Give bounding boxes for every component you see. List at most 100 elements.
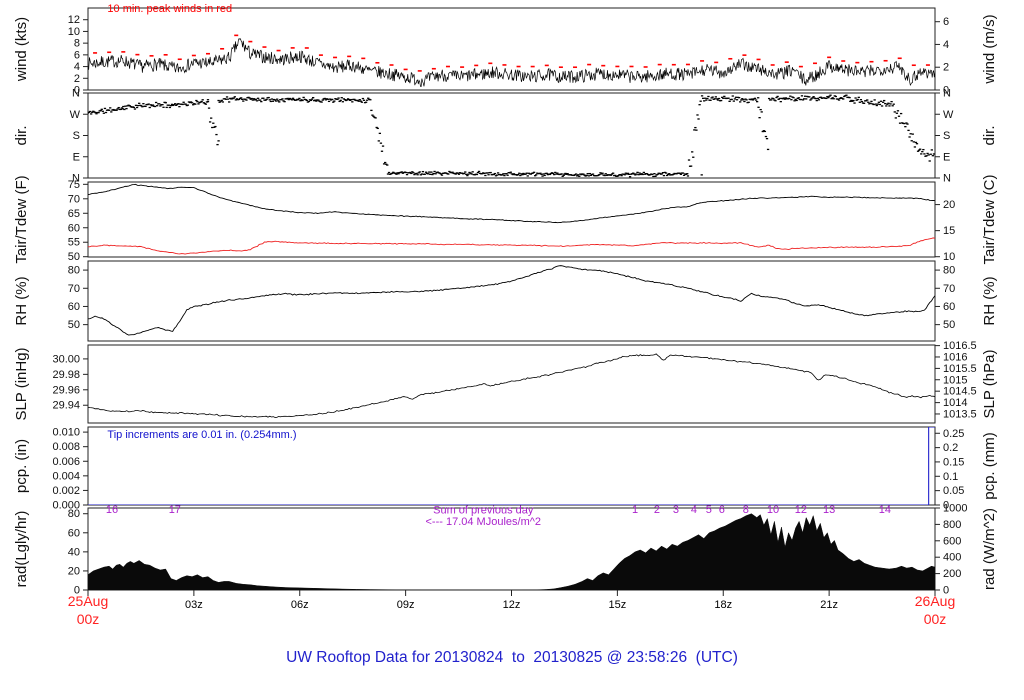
peak-wind-mark	[742, 54, 747, 56]
direction-dot	[789, 95, 792, 97]
direction-dot	[682, 174, 686, 176]
direction-dot	[432, 172, 435, 175]
direction-dot	[409, 171, 412, 174]
direction-dot	[189, 101, 193, 103]
direction-dot	[362, 99, 366, 101]
direction-dot	[750, 98, 753, 100]
direction-dot	[599, 172, 602, 174]
direction-dot	[637, 174, 640, 176]
annotation-precipitation-0: Tip increments are 0.01 in. (0.254mm.)	[107, 429, 296, 441]
direction-dot	[845, 94, 848, 96]
direction-dot	[862, 102, 866, 104]
direction-dot	[555, 173, 558, 175]
direction-dot	[816, 97, 819, 100]
direction-dot	[742, 99, 745, 101]
direction-dot	[304, 99, 307, 101]
direction-dot	[315, 100, 318, 102]
direction-dot	[556, 172, 559, 174]
direction-dot	[404, 171, 408, 174]
direction-dot	[281, 98, 284, 100]
cumulative-mjoules-label: 1	[632, 504, 638, 516]
panel-precipitation: 0.000 0.002 0.004 0.006 0.008 0.010 0 0.05 0.1 0.…	[13, 426, 998, 512]
direction-dot	[856, 98, 859, 101]
direction-dot	[353, 98, 356, 101]
direction-dot	[872, 103, 875, 106]
direction-dot	[310, 98, 314, 100]
direction-dot	[197, 103, 200, 105]
direction-dot	[719, 99, 723, 102]
direction-dot	[921, 151, 924, 153]
right-tick-label: S	[943, 130, 950, 142]
peak-wind-mark	[220, 47, 225, 50]
direction-dot	[440, 174, 444, 176]
direction-dot	[842, 98, 845, 100]
direction-dot	[369, 99, 372, 101]
right-tick-label: 0	[943, 85, 949, 97]
direction-dot	[119, 108, 122, 111]
right-axis-title-relative_humidity: RH (%)	[981, 276, 998, 325]
direction-dot	[386, 173, 390, 175]
direction-dot	[338, 100, 341, 103]
x-axis: 03z 06z 09z 12z 15z 18z 21z 25Aug 00z 26Aug 00z	[68, 590, 955, 627]
direction-dot	[661, 172, 665, 174]
direction-dot	[776, 95, 779, 98]
direction-dot	[587, 175, 590, 177]
peak-wind-mark	[347, 55, 352, 58]
direction-dot	[506, 174, 509, 176]
series-layer-precipitation	[88, 427, 935, 505]
cumulative-mjoules-label: 8	[743, 504, 749, 516]
direction-dot	[554, 171, 557, 174]
direction-dot	[519, 174, 522, 177]
left-tick-label: 8	[74, 38, 80, 50]
direction-dot	[448, 170, 451, 173]
direction-dot	[95, 113, 98, 115]
direction-dot	[196, 101, 199, 103]
direction-dot	[400, 171, 403, 173]
direction-dot	[379, 142, 383, 144]
direction-dot	[777, 98, 780, 101]
direction-dot	[278, 101, 281, 103]
direction-dot	[860, 100, 864, 103]
direction-dot	[851, 100, 854, 102]
direction-dot	[628, 176, 632, 178]
left-tick-label: 80	[68, 265, 80, 277]
direction-dot	[624, 172, 627, 174]
x-tick-label: 18z	[714, 599, 732, 611]
right-tick-label: 1000	[943, 503, 967, 515]
direction-dot	[652, 175, 655, 178]
peak-wind-mark	[883, 59, 888, 62]
x-tick-label: 03z	[185, 599, 203, 611]
direction-dot	[370, 109, 373, 112]
direction-dot	[653, 172, 656, 175]
series-air_temperature	[88, 183, 935, 224]
x-tick-label: 06z	[291, 599, 309, 611]
direction-dot	[228, 101, 231, 103]
direction-dot	[206, 100, 210, 103]
right-tick-label: 1016.5	[943, 340, 977, 352]
peak-wind-mark	[558, 66, 563, 69]
direction-dot	[701, 97, 705, 99]
direction-dot	[529, 173, 533, 175]
direction-dot	[148, 106, 151, 109]
left-tick-label: 0.010	[52, 427, 80, 439]
peak-wind-mark	[361, 57, 366, 60]
left-tick-label: 0.002	[52, 485, 80, 497]
direction-dot	[732, 100, 735, 102]
direction-dot	[517, 173, 520, 176]
direction-dot	[747, 101, 750, 104]
direction-dot	[467, 173, 470, 175]
direction-dot	[156, 105, 159, 107]
direction-dot	[692, 156, 695, 158]
panel-frame-wind	[87, 7, 936, 91]
direction-dot	[850, 99, 853, 102]
direction-dot	[598, 173, 601, 176]
direction-dot	[633, 173, 636, 175]
direction-dot	[135, 106, 139, 109]
direction-dot	[707, 95, 710, 98]
direction-dot	[164, 102, 167, 104]
direction-dot	[737, 97, 741, 99]
direction-dot	[428, 171, 431, 173]
direction-dot	[802, 98, 806, 100]
peak-wind-mark	[389, 64, 394, 66]
left-tick-label: 10	[68, 26, 80, 38]
